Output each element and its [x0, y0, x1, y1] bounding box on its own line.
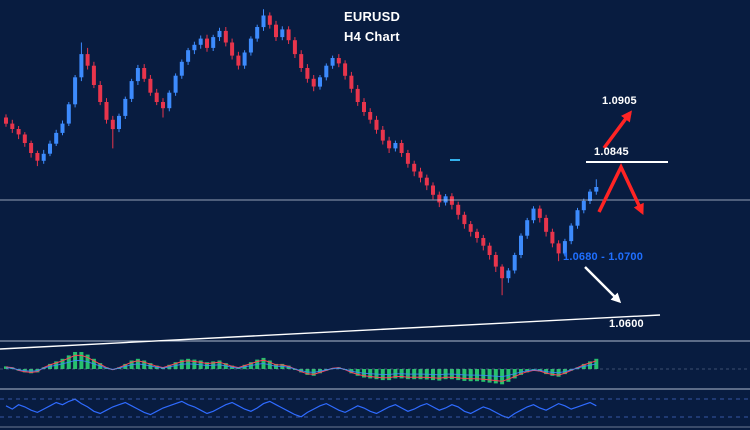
rejection-zigzag-arrow	[597, 162, 644, 215]
trendline-price-label: 1.0600	[609, 318, 644, 330]
support-zone-label: 1.0680 - 1.0700	[563, 251, 644, 263]
candlestick-series	[4, 9, 599, 296]
bullish-target-arrow	[602, 110, 632, 150]
resistance-price-label: 1.0845	[594, 146, 629, 158]
macd-indicator-pane	[4, 352, 599, 385]
target-price-label: 1.0905	[602, 95, 637, 107]
chart-timeframe-title: H4 Chart	[344, 29, 400, 44]
breakdown-arrow	[584, 266, 622, 304]
chart-symbol-title: EURUSD	[344, 9, 401, 24]
oscillator-indicator-pane	[5, 398, 597, 419]
ascending-trendline	[0, 314, 661, 350]
